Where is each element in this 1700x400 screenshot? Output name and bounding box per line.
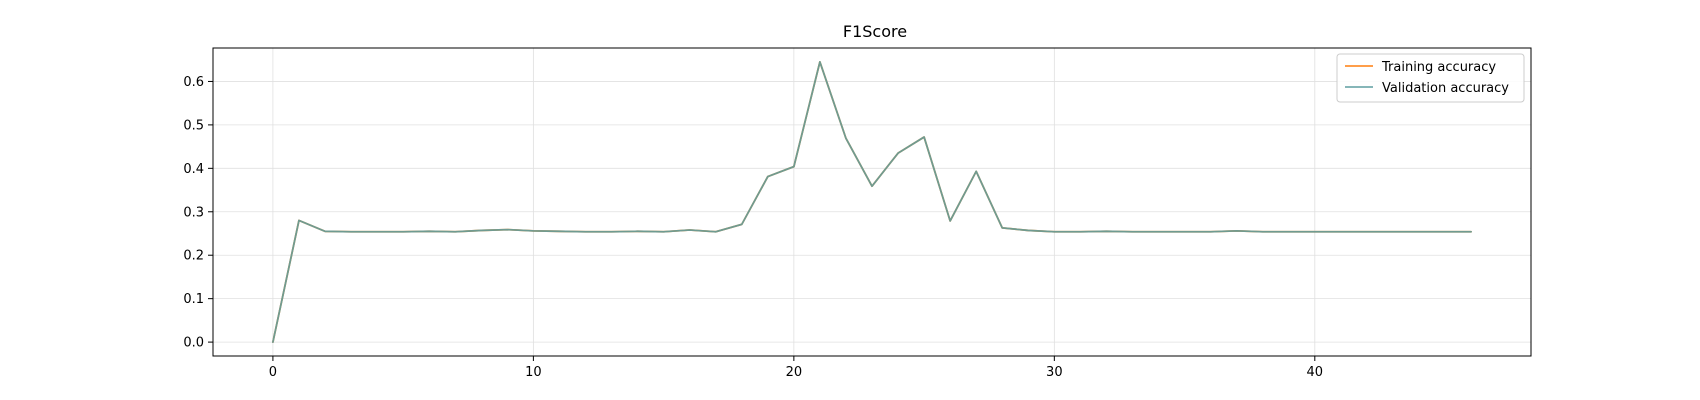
plot-area-frame: [212, 47, 1532, 357]
y-tick-label: 0.1: [183, 292, 204, 307]
y-tick-label: 0.2: [183, 249, 204, 264]
series-line-training-accuracy: [272, 61, 1472, 344]
y-tick-label: 0.4: [183, 162, 204, 177]
y-tick-label: 0.0: [183, 336, 204, 351]
y-tick-label: 0.3: [183, 205, 204, 220]
legend: Training accuracy Validation accuracy: [1336, 53, 1525, 103]
y-axis-ticks: 0.0 0.1 0.2 0.3 0.4 0.5 0.6: [183, 75, 213, 351]
x-tick-label: 20: [786, 365, 803, 380]
x-tick-label: 10: [525, 365, 542, 380]
series-line-validation-accuracy: [272, 61, 1472, 344]
y-tick-label: 0.6: [183, 75, 204, 90]
x-tick-label: 30: [1046, 365, 1063, 380]
series-lines: [272, 61, 1472, 344]
chart-title: F1Score: [843, 22, 907, 41]
legend-label-validation: Validation accuracy: [1382, 81, 1509, 96]
legend-label-training: Training accuracy: [1381, 60, 1496, 75]
x-axis-ticks: 0 10 20 30 40: [269, 356, 1323, 380]
x-tick-label: 40: [1307, 365, 1324, 380]
grid-lines: [213, 48, 1531, 356]
x-tick-label: 0: [269, 365, 277, 380]
legend-box: [1336, 53, 1525, 103]
y-tick-label: 0.5: [183, 118, 204, 133]
